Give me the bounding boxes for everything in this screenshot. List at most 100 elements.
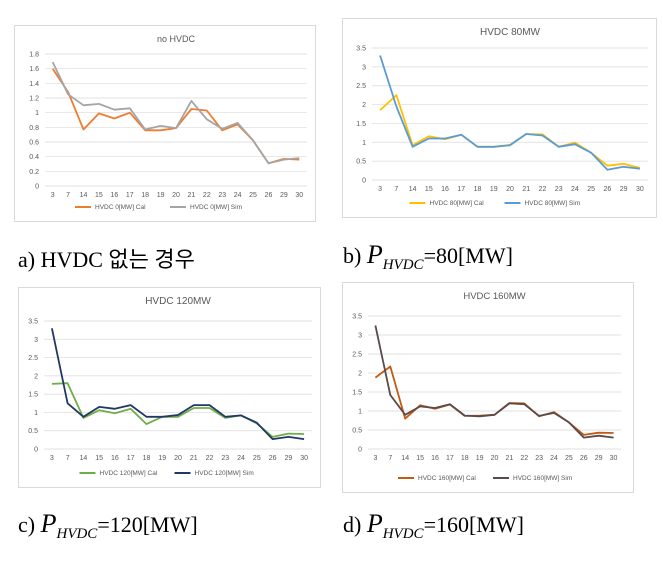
x-tick-label: 18 <box>461 455 469 462</box>
y-tick-label: 1 <box>34 410 38 417</box>
x-tick-label: 14 <box>80 455 88 462</box>
x-tick-label: 20 <box>172 192 180 199</box>
caption-c-prefix: c) <box>18 512 36 537</box>
y-tick-label: 2.5 <box>352 352 362 359</box>
x-tick-label: 16 <box>110 192 118 199</box>
chart-svg: no HVDC 0 0.2 0.4 0.6 0.8 1 1.2 1.4 1.6 1.8 3 7 14 15 1… <box>29 34 307 211</box>
x-tick-label: 3 <box>50 455 54 462</box>
x-tick-label: 29 <box>595 455 603 462</box>
caption-b: b) PHVDC=80[MW] <box>343 240 513 273</box>
y-tick-label: 0.6 <box>29 140 39 147</box>
y-tick-label: 1 <box>35 110 39 117</box>
x-tick-label: 7 <box>66 192 70 199</box>
legend-label: HVDC 0[MW] Sim <box>190 204 242 211</box>
x-tick-label: 23 <box>218 192 226 199</box>
x-tick-label: 23 <box>535 455 543 462</box>
chart-no-hvdc: no HVDC 0 0.2 0.4 0.6 0.8 1 1.2 1.4 1.6 1.8 3 7 14 15 1… <box>14 25 316 222</box>
legend-label: HVDC 120[MW] Sim <box>195 470 254 477</box>
x-tick-label: 26 <box>580 455 588 462</box>
x-tick-label: 24 <box>234 192 242 199</box>
x-tick-label: 29 <box>284 455 292 462</box>
chart-svg: HVDC 160MW 0 0.5 1 1.5 2 2.5 3 3.5 3 7 14 15 16 17 18 19… <box>352 291 621 482</box>
chart-svg: HVDC 80MW 0 0.5 1 1.5 2 2.5 3 3.5 3 7 14 15 16 17 18 19 2… <box>356 27 648 207</box>
x-tick-label: 3 <box>378 186 382 193</box>
chart-hvdc-160mw: HVDC 160MW 0 0.5 1 1.5 2 2.5 3 3.5 3 7 14 15 16 17 18 19… <box>342 282 634 493</box>
chart-hvdc-80mw: HVDC 80MW 0 0.5 1 1.5 2 2.5 3 3.5 3 7 14 15 16 17 18 19 2… <box>342 18 657 218</box>
y-tick-label: 1 <box>358 409 362 416</box>
legend-label: HVDC 120[MW] Cal <box>100 470 158 477</box>
x-tick-label: 17 <box>446 455 454 462</box>
x-tick-label: 16 <box>111 455 119 462</box>
chart-hvdc-120mw: HVDC 120MW 0 0.5 1 1.5 2 2.5 3 3.5 3 7 14 15 16 17 18 19… <box>18 287 321 488</box>
x-tick-label: 14 <box>409 186 417 193</box>
series-line <box>51 328 305 441</box>
x-tick-label: 26 <box>265 192 273 199</box>
x-tick-label: 3 <box>373 455 377 462</box>
x-tick-label: 25 <box>587 186 595 193</box>
x-tick-label: 20 <box>491 455 499 462</box>
y-tick-label: 1.5 <box>356 121 366 128</box>
caption-c-var: P <box>40 509 57 538</box>
x-tick-label: 25 <box>253 455 261 462</box>
x-tick-label: 25 <box>249 192 257 199</box>
y-tick-label: 2 <box>358 371 362 378</box>
legend-label: HVDC 0[MW] Cal <box>95 204 146 211</box>
x-tick-label: 22 <box>203 192 211 199</box>
x-tick-label: 18 <box>474 186 482 193</box>
x-tick-label: 21 <box>522 186 530 193</box>
x-tick-label: 21 <box>505 455 513 462</box>
y-tick-label: 2 <box>362 102 366 109</box>
x-tick-label: 19 <box>476 455 484 462</box>
x-tick-label: 17 <box>457 186 465 193</box>
caption-b-prefix: b) <box>343 243 362 268</box>
x-tick-label: 30 <box>610 455 618 462</box>
x-tick-label: 16 <box>431 455 439 462</box>
y-tick-label: 1 <box>362 140 366 147</box>
y-tick-label: 1.5 <box>352 390 362 397</box>
caption-c: c) PHVDC=120[MW] <box>18 509 198 542</box>
x-tick-label: 30 <box>636 186 644 193</box>
y-tick-label: 0 <box>35 184 39 191</box>
caption-a: a) HVDC 없는 경우 <box>18 242 195 274</box>
y-tick-label: 2 <box>34 373 38 380</box>
legend-label: HVDC 80[MW] Sim <box>525 200 581 207</box>
series-line <box>51 61 300 165</box>
x-tick-label: 19 <box>490 186 498 193</box>
chart-title: HVDC 160MW <box>463 291 525 302</box>
y-tick-label: 0 <box>358 447 362 454</box>
x-tick-label: 15 <box>416 455 424 462</box>
caption-b-sub: HVDC <box>382 257 424 273</box>
caption-d-prefix: d) <box>343 512 362 537</box>
x-tick-label: 22 <box>539 186 547 193</box>
y-tick-label: 2.5 <box>356 83 366 90</box>
caption-a-prefix: a) <box>18 247 36 272</box>
caption-d-var: P <box>366 509 383 538</box>
series-line <box>374 325 614 439</box>
x-tick-label: 7 <box>394 186 398 193</box>
x-tick-label: 24 <box>237 455 245 462</box>
legend-label: HVDC 80[MW] Cal <box>430 200 485 207</box>
chart-title: no HVDC <box>157 34 196 44</box>
x-tick-label: 20 <box>174 455 182 462</box>
y-tick-label: 0 <box>362 178 366 185</box>
series-line <box>379 55 641 171</box>
y-tick-label: 1.4 <box>29 81 39 88</box>
x-tick-label: 15 <box>425 186 433 193</box>
caption-b-var: P <box>366 240 383 269</box>
y-tick-label: 1.2 <box>29 96 39 103</box>
x-tick-label: 18 <box>143 455 151 462</box>
y-tick-label: 3.5 <box>356 46 366 53</box>
x-tick-label: 26 <box>604 186 612 193</box>
caption-d: d) PHVDC=160[MW] <box>343 509 524 542</box>
caption-d-value: =160[MW] <box>423 512 524 537</box>
y-tick-label: 0.4 <box>29 154 39 161</box>
caption-c-value: =120[MW] <box>97 512 198 537</box>
x-tick-label: 15 <box>95 455 103 462</box>
caption-d-sub: HVDC <box>382 526 424 542</box>
x-tick-label: 30 <box>300 455 308 462</box>
x-tick-label: 7 <box>388 455 392 462</box>
x-tick-label: 18 <box>141 192 149 199</box>
x-tick-label: 14 <box>401 455 409 462</box>
y-tick-label: 0 <box>34 447 38 454</box>
x-tick-label: 29 <box>280 192 288 199</box>
